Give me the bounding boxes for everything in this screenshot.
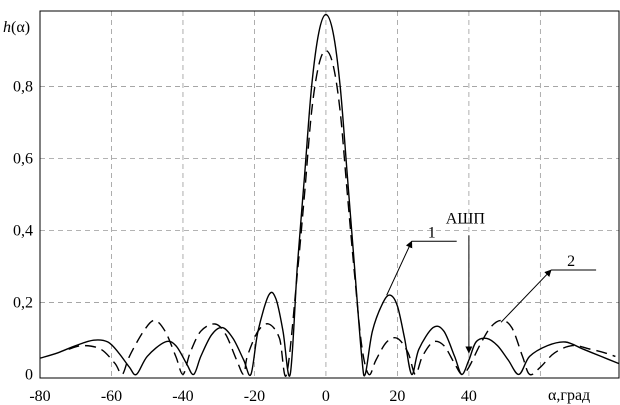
annotation-leader-2 — [500, 269, 552, 323]
annotation-label-ashp: АШП — [446, 210, 486, 227]
y-tick-label: 0,8 — [13, 79, 33, 96]
y-tick-label: 0,6 — [13, 151, 33, 168]
x-tick-label: 0 — [322, 388, 330, 405]
annotation-label-1: 1 — [428, 224, 436, 241]
annotation-leader-1 — [386, 240, 413, 296]
series-line-1 — [39, 13, 620, 377]
x-tick-label: 40 — [461, 388, 477, 405]
series-line-2 — [68, 49, 616, 377]
x-axis-label: α,град — [548, 387, 590, 404]
annotations: 1 2 АШП — [386, 210, 597, 354]
x-tick-label: -60 — [101, 388, 122, 405]
y-tick-labels: 0 0,2 0,4 0,6 0,8 — [13, 79, 33, 384]
plot-frame — [39, 10, 620, 379]
annotation-label-2: 2 — [567, 253, 575, 270]
grid-layer — [40, 11, 619, 378]
x-tick-label: 20 — [389, 388, 405, 405]
y-tick-label: 0 — [25, 366, 33, 383]
x-tick-label: -40 — [172, 388, 193, 405]
x-tick-labels: -80 -60 -40 -20 0 20 40 — [29, 388, 477, 405]
y-tick-label: 0,4 — [13, 222, 33, 239]
series-layer — [39, 13, 620, 377]
y-tick-label: 0,2 — [13, 294, 33, 311]
x-tick-label: -80 — [29, 388, 50, 405]
y-axis-label: h(α) — [3, 19, 30, 36]
x-tick-label: -20 — [244, 388, 265, 405]
